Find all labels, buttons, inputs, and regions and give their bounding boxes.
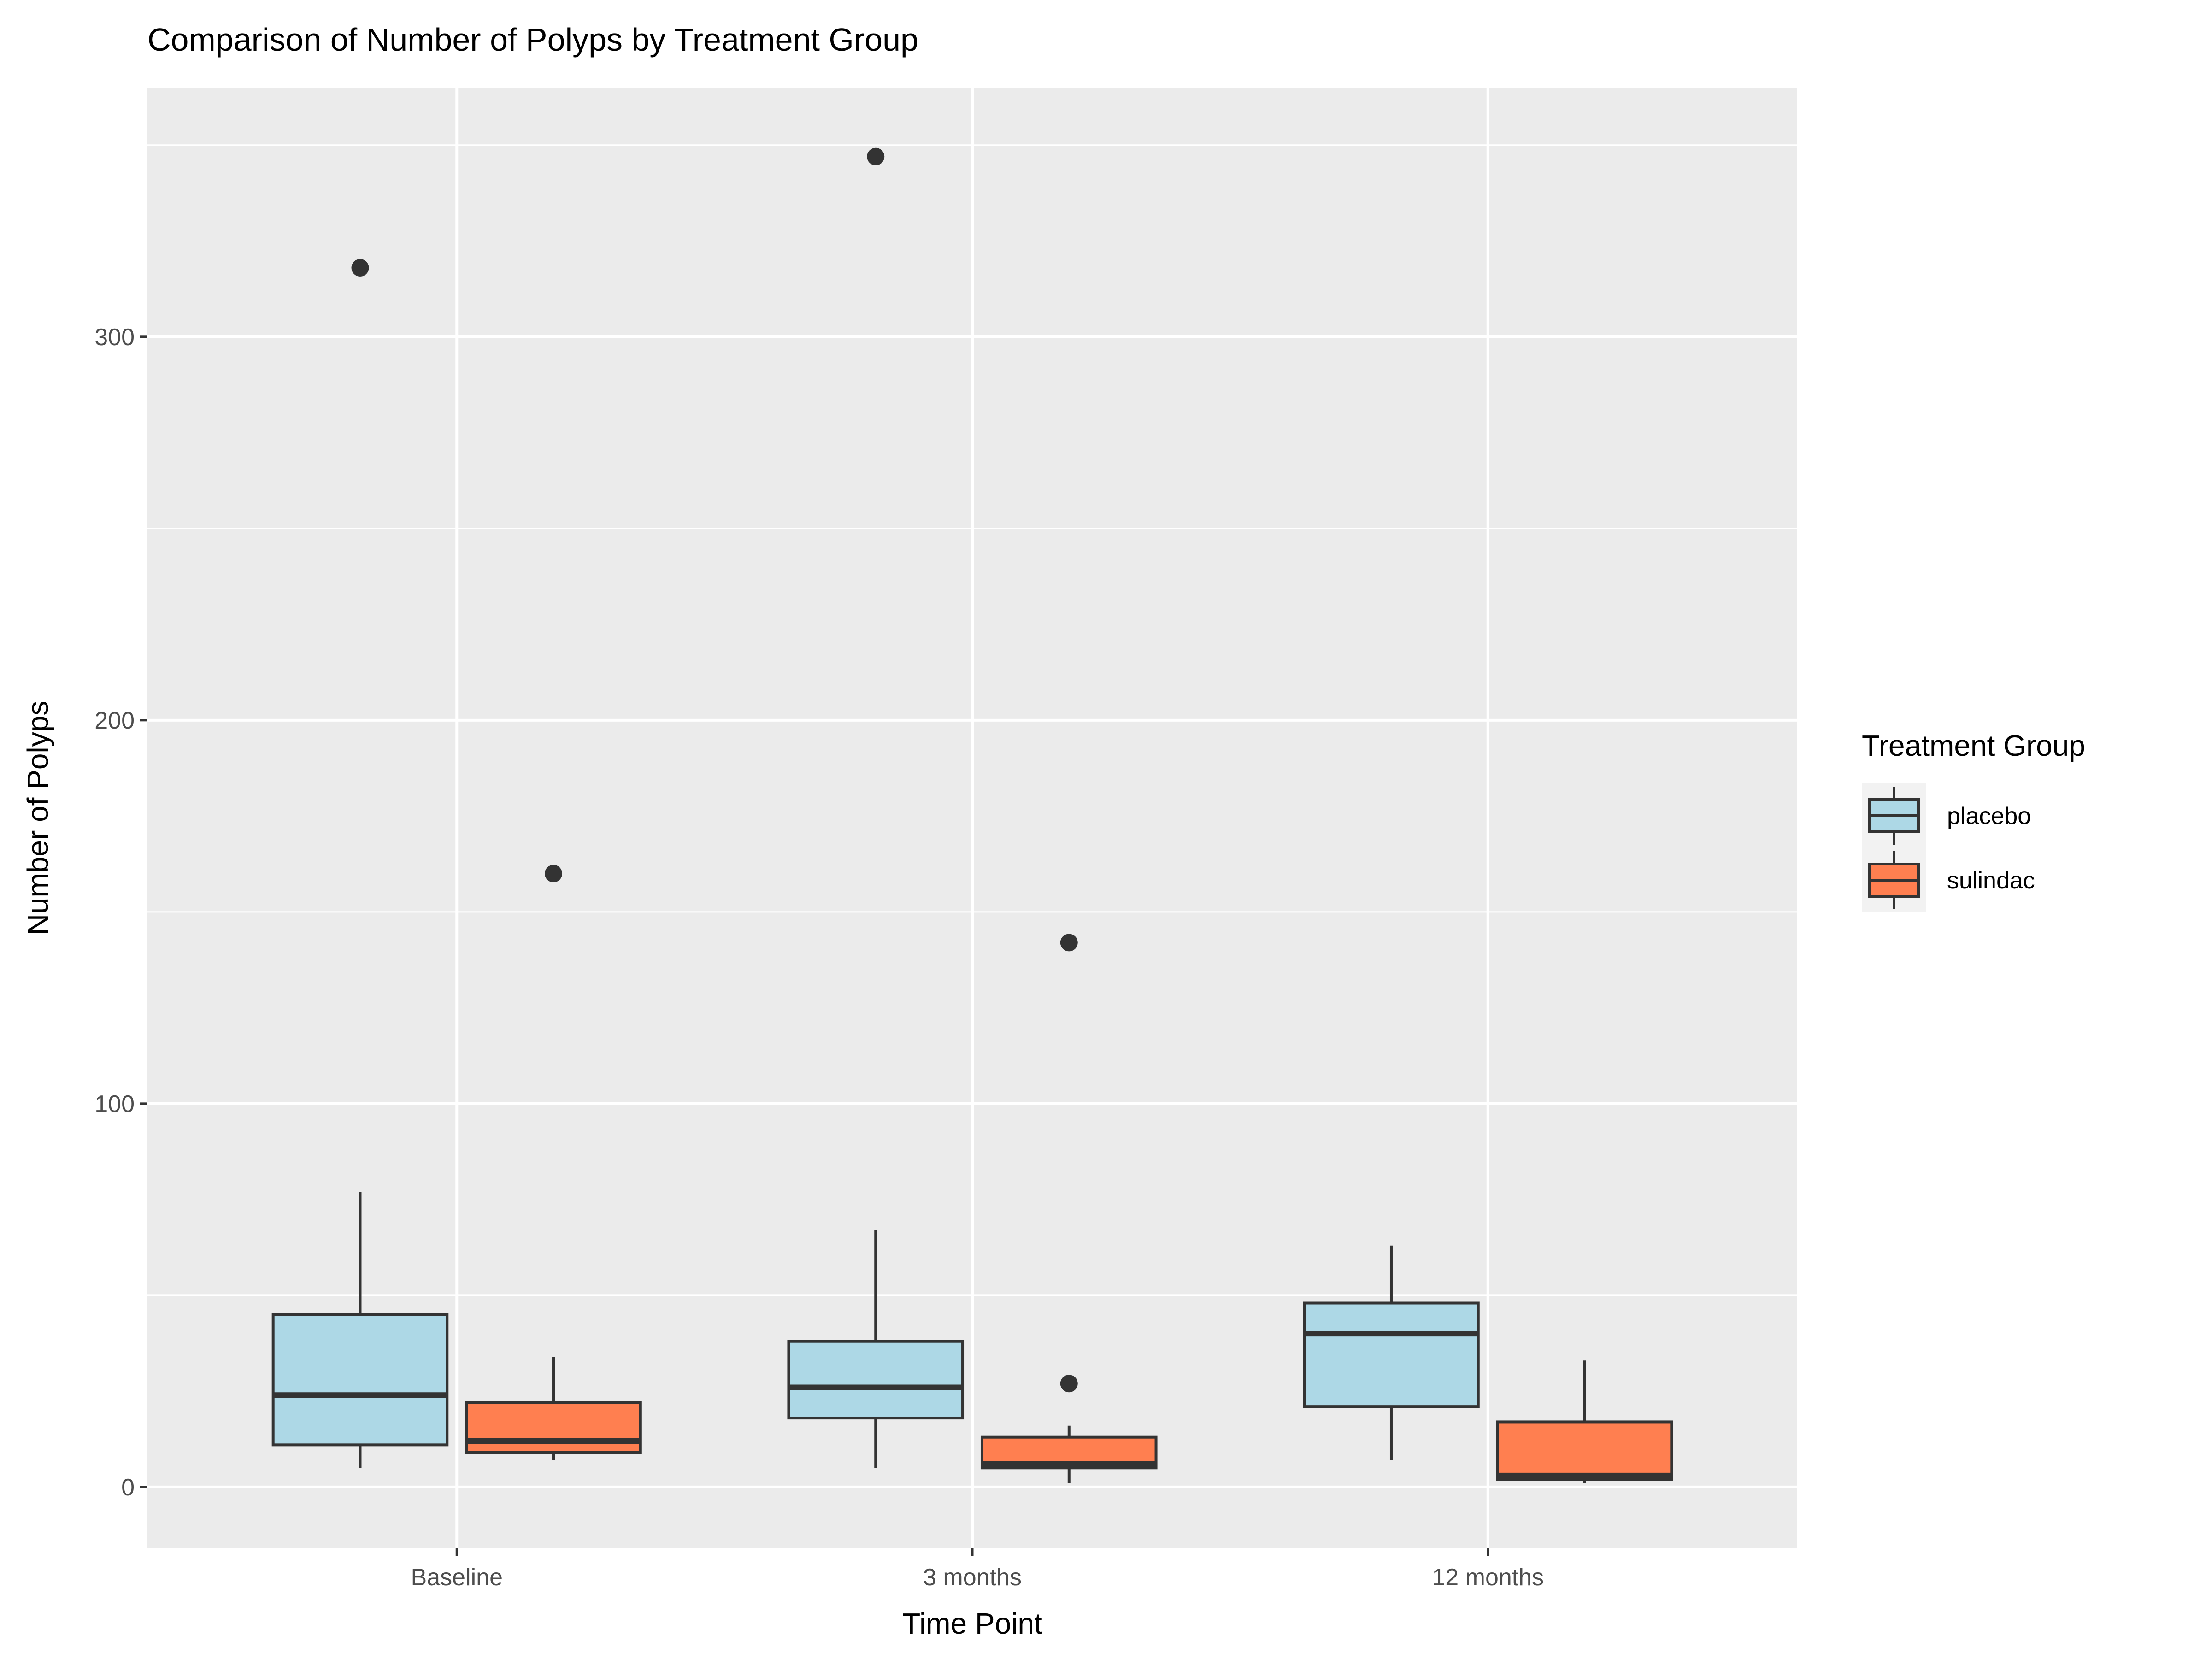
y-axis-title: Number of Polyps bbox=[21, 701, 54, 935]
legend-item-placebo: placebo bbox=[1862, 783, 2031, 848]
x-tick-label: 3 months bbox=[923, 1564, 1022, 1591]
x-tick-label: Baseline bbox=[411, 1564, 503, 1591]
box bbox=[271, 1313, 449, 1447]
legend-title: Treatment Group bbox=[1862, 729, 2085, 762]
outlier-point bbox=[1060, 934, 1078, 952]
y-tick-label: 300 bbox=[94, 324, 135, 351]
y-tick-label: 0 bbox=[121, 1474, 135, 1501]
outlier-point bbox=[867, 147, 885, 165]
legend-label: placebo bbox=[1947, 803, 2031, 830]
box bbox=[787, 1340, 965, 1420]
boxplot-sulindac bbox=[465, 865, 642, 1460]
box bbox=[1303, 1301, 1480, 1408]
y-axis: 0 100 200 300 bbox=[94, 324, 147, 1501]
legend-keys: placebo sulindac bbox=[1862, 783, 2035, 912]
boxplot-placebo bbox=[787, 147, 965, 1468]
outlier-point bbox=[351, 259, 369, 277]
major-grid bbox=[147, 88, 1797, 1548]
chart-title: Comparison of Number of Polyps by Treatm… bbox=[147, 22, 918, 58]
outlier-point bbox=[545, 865, 563, 882]
boxplot-placebo bbox=[1303, 1245, 1480, 1460]
boxplot-sulindac bbox=[1496, 1360, 1673, 1483]
y-tick-label: 100 bbox=[94, 1091, 135, 1118]
x-axis: Baseline 3 months 12 months bbox=[411, 1548, 1544, 1591]
legend: Treatment Group placebo sulindac bbox=[1862, 729, 2085, 912]
box bbox=[1496, 1420, 1673, 1481]
x-axis-title: Time Point bbox=[902, 1607, 1042, 1640]
boxplot-placebo bbox=[271, 259, 449, 1468]
boxplot-sulindac bbox=[980, 934, 1158, 1483]
legend-label: sulindac bbox=[1947, 867, 2035, 894]
outlier-point bbox=[1060, 1375, 1078, 1393]
legend-item-sulindac: sulindac bbox=[1862, 848, 2035, 912]
x-tick-label: 12 months bbox=[1432, 1564, 1544, 1591]
boxplots bbox=[271, 147, 1673, 1483]
y-tick-label: 200 bbox=[94, 707, 135, 734]
box bbox=[465, 1401, 642, 1454]
